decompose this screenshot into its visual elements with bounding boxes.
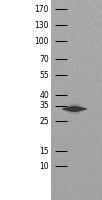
Text: 15: 15	[39, 146, 49, 156]
Text: 70: 70	[39, 54, 49, 64]
Bar	[0, 0, 51, 200]
Text: 40: 40	[39, 90, 49, 99]
Polygon shape	[62, 103, 87, 115]
Text: 170: 170	[34, 4, 49, 14]
Polygon shape	[62, 104, 87, 114]
Text: 100: 100	[34, 36, 49, 46]
Polygon shape	[62, 106, 87, 112]
Text: 35: 35	[39, 101, 49, 110]
Text: 55: 55	[39, 71, 49, 79]
Text: 130: 130	[34, 21, 49, 29]
Text: 10: 10	[39, 162, 49, 171]
Text: 25: 25	[39, 116, 49, 126]
